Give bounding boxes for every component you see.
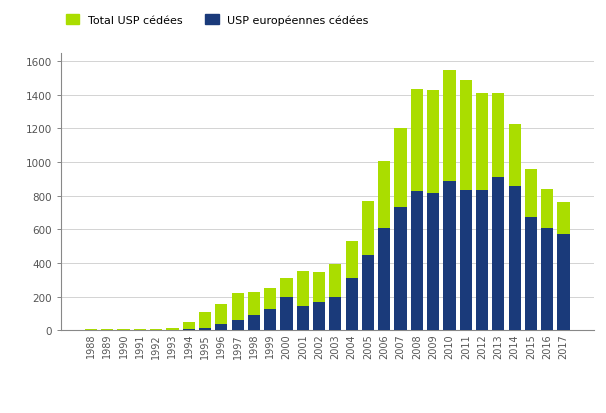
Bar [215,325,227,330]
Bar [313,302,325,330]
Bar [231,294,244,330]
Bar [508,125,521,330]
Bar [395,128,407,330]
Bar [508,186,521,330]
Bar [558,234,570,330]
Bar [459,190,472,330]
Bar [411,90,423,330]
Bar [248,292,260,330]
Bar [395,208,407,330]
Bar [345,242,358,330]
Bar [329,298,342,330]
Bar [248,315,260,330]
Bar [329,264,342,330]
Bar [492,94,504,330]
Bar [150,329,162,330]
Bar [297,271,309,330]
Bar [182,322,195,330]
Bar [313,273,325,330]
Bar [85,329,97,330]
Bar [444,181,456,330]
Bar [231,320,244,330]
Bar [264,309,276,330]
Legend: Total USP cédées, USP européennes cédées: Total USP cédées, USP européennes cédées [66,15,369,26]
Bar [134,329,146,330]
Bar [378,228,390,330]
Bar [281,298,293,330]
Bar [199,312,211,330]
Bar [362,255,374,330]
Bar [281,278,293,330]
Bar [427,90,439,330]
Bar [297,306,309,330]
Bar [444,71,456,330]
Bar [427,194,439,330]
Bar [166,328,179,330]
Bar [541,190,553,330]
Bar [411,191,423,330]
Bar [199,328,211,330]
Bar [345,278,358,330]
Bar [476,94,488,330]
Bar [215,304,227,330]
Bar [362,201,374,330]
Bar [459,81,472,330]
Bar [264,288,276,330]
Bar [378,162,390,330]
Bar [476,190,488,330]
Bar [558,203,570,330]
Bar [492,178,504,330]
Bar [541,229,553,330]
Bar [525,169,537,330]
Bar [525,217,537,330]
